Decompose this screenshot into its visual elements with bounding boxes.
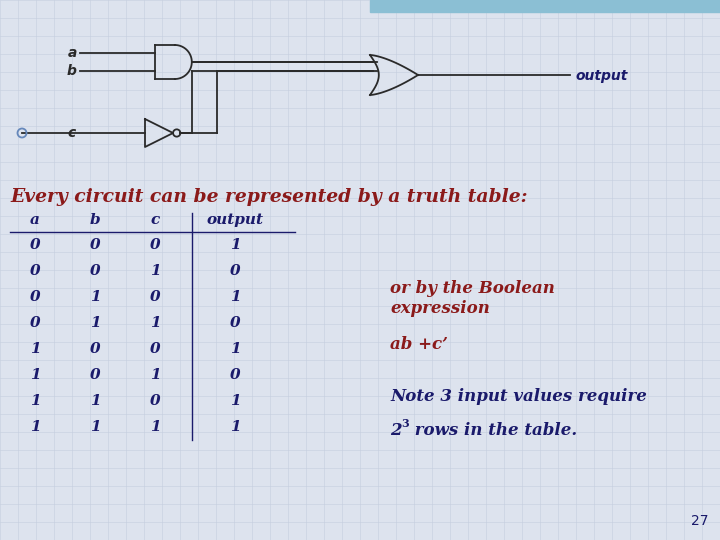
Text: 1: 1 [230, 342, 240, 356]
Text: 0: 0 [90, 368, 100, 382]
Text: 0: 0 [30, 264, 40, 278]
Text: Every circuit can be represented by a truth table:: Every circuit can be represented by a tr… [10, 188, 528, 206]
Text: 0: 0 [230, 368, 240, 382]
Text: 1: 1 [90, 290, 100, 304]
Text: 0: 0 [150, 238, 161, 252]
Text: 0: 0 [30, 290, 40, 304]
Text: a: a [67, 46, 77, 60]
Text: c: c [68, 126, 76, 140]
Text: 0: 0 [150, 342, 161, 356]
Text: c: c [150, 213, 160, 227]
Text: ab +c’: ab +c’ [390, 336, 448, 353]
Text: 1: 1 [90, 316, 100, 330]
Text: 1: 1 [90, 420, 100, 434]
Text: 0: 0 [90, 264, 100, 278]
Bar [370, 0, 720, 12]
Text: 0: 0 [30, 316, 40, 330]
Text: 1: 1 [150, 264, 161, 278]
Text: 0: 0 [30, 238, 40, 252]
Text: b: b [90, 213, 100, 227]
Text: 0: 0 [230, 316, 240, 330]
Text: 1: 1 [230, 394, 240, 408]
Text: Note 3 input values require: Note 3 input values require [390, 388, 647, 405]
Text: expression: expression [390, 300, 490, 317]
Text: 1: 1 [230, 238, 240, 252]
Text: 0: 0 [90, 342, 100, 356]
Text: 1: 1 [230, 420, 240, 434]
Text: 0: 0 [90, 238, 100, 252]
Text: or by the Boolean: or by the Boolean [390, 280, 555, 297]
Text: 0: 0 [230, 264, 240, 278]
Text: output: output [575, 69, 627, 83]
Text: 1: 1 [150, 420, 161, 434]
Text: 1: 1 [150, 368, 161, 382]
Text: 2: 2 [390, 422, 402, 439]
Text: 1: 1 [30, 368, 40, 382]
Text: 1: 1 [230, 290, 240, 304]
Text: output: output [207, 213, 264, 227]
Text: b: b [67, 64, 77, 78]
Text: 1: 1 [30, 342, 40, 356]
Text: 1: 1 [30, 420, 40, 434]
Text: a: a [30, 213, 40, 227]
Text: 1: 1 [150, 316, 161, 330]
Text: 0: 0 [150, 290, 161, 304]
Text: 0: 0 [150, 394, 161, 408]
Text: 1: 1 [30, 394, 40, 408]
Text: 1: 1 [90, 394, 100, 408]
Text: 3: 3 [401, 418, 409, 429]
Text: 27: 27 [690, 514, 708, 528]
Text: rows in the table.: rows in the table. [409, 422, 577, 439]
